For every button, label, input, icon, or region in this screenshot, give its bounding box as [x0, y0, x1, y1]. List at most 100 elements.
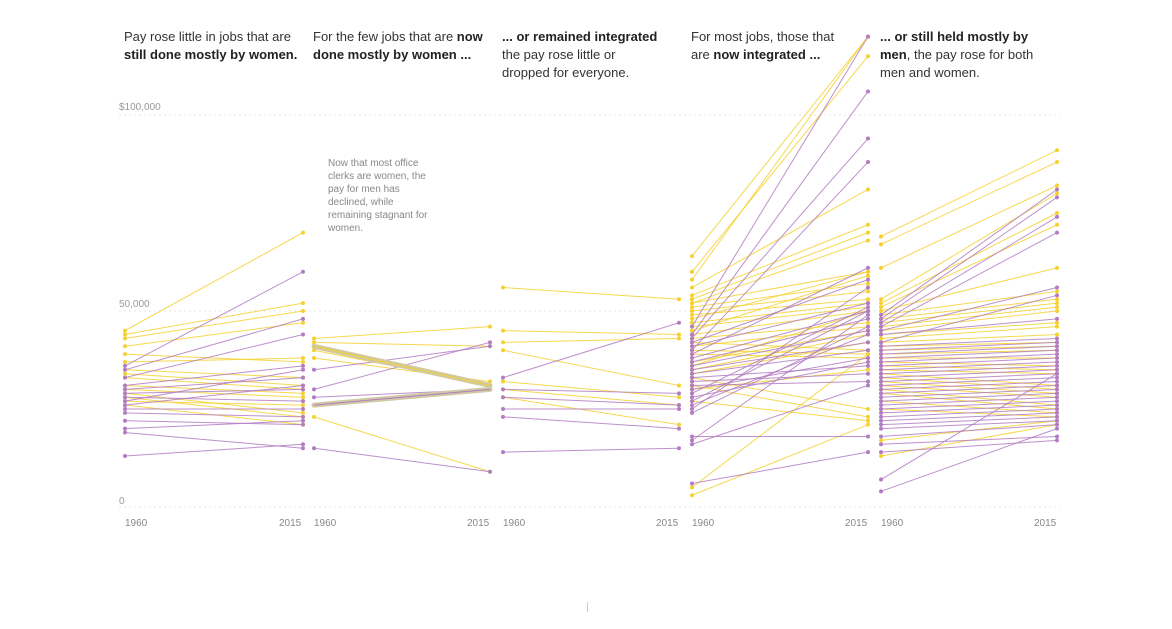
men-point-2015-p2-3 [488, 469, 492, 474]
men-point-1960-p4-14 [690, 383, 694, 388]
men-point-1960-p4-2 [690, 336, 694, 341]
men-point-2015-p4-3 [866, 277, 870, 282]
men-line-p4-25 [691, 451, 869, 484]
women-point-1960-p1-0 [123, 328, 127, 333]
women-line-p3-5 [502, 388, 680, 406]
men-line-p1-14 [124, 443, 304, 457]
women-point-2015-p4-11 [866, 269, 870, 274]
men-point-1960-p5-20 [879, 395, 883, 400]
men-line-p5-32 [880, 373, 1058, 481]
men-line-p5-29 [880, 424, 1058, 437]
men-point-1960-p1-4 [123, 387, 127, 392]
men-point-1960-p3-2 [501, 395, 505, 400]
women-point-2015-p5-2 [1055, 183, 1059, 188]
men-point-1960-p4-16 [690, 391, 694, 396]
men-point-1960-p4-17 [690, 395, 694, 400]
men-point-2015-p4-11 [866, 348, 870, 353]
men-point-2015-p5-0 [1055, 187, 1059, 192]
women-point-1960-p3-1 [501, 328, 505, 333]
women-point-2015-p3-4 [677, 395, 681, 400]
men-point-2015-p4-22 [866, 434, 870, 439]
women-point-2015-p1-11 [301, 410, 305, 415]
men-point-1960-p4-18 [690, 399, 694, 404]
men-line-p5-1 [880, 196, 1058, 320]
women-point-1960-p1-1 [123, 332, 127, 337]
men-line-p1-0 [124, 271, 304, 367]
men-point-1960-p5-26 [879, 418, 883, 423]
men-point-2015-p4-4 [866, 301, 870, 306]
men-point-1960-p2-1 [312, 387, 316, 392]
women-point-2015-p3-6 [677, 422, 681, 427]
women-point-1960-p2-4 [312, 414, 316, 419]
men-line-p5-4 [880, 286, 1058, 332]
men-line-p4-11 [691, 349, 869, 375]
women-line-p1-7 [124, 373, 304, 386]
women-line-p2-4 [313, 416, 491, 473]
women-line-p3-3 [502, 349, 680, 386]
women-point-2015-p5-12 [1055, 320, 1059, 325]
women-line-p5-5 [880, 224, 1058, 308]
men-line-p5-9 [880, 345, 1058, 355]
women-line-p1-10 [124, 388, 304, 398]
men-point-2015-p1-10 [301, 414, 305, 419]
women-point-1960-p2-1 [312, 340, 316, 345]
women-point-2015-p5-6 [1055, 265, 1059, 270]
women-point-1960-p3-3 [501, 348, 505, 353]
women-line-p5-0 [880, 149, 1058, 238]
x-tick-1960-p2: 1960 [314, 518, 337, 529]
men-point-1960-p1-1 [123, 367, 127, 372]
men-point-2015-p4-8 [866, 316, 870, 321]
women-line-p5-2 [880, 185, 1058, 269]
women-point-1960-p4-0 [690, 254, 694, 259]
women-line-p5-17 [880, 349, 1058, 355]
men-point-1960-p5-12 [879, 363, 883, 368]
women-point-1960-p4-2 [690, 277, 694, 282]
women-point-1960-p4-4 [690, 293, 694, 298]
x-tick-2015-p3: 2015 [656, 518, 679, 529]
men-point-2015-p5-17 [1055, 375, 1059, 380]
men-line-p3-4 [502, 416, 680, 430]
women-point-1960-p5-4 [879, 301, 883, 306]
men-point-1960-p4-10 [690, 367, 694, 372]
women-point-2015-p1-1 [301, 301, 305, 306]
men-point-2015-p4-2 [866, 136, 870, 141]
x-tick-2015-p4: 2015 [845, 518, 868, 529]
men-point-2015-p1-13 [301, 446, 305, 451]
men-point-2015-p1-5 [301, 387, 305, 392]
women-line-p5-11 [880, 310, 1058, 332]
men-point-1960-p1-10 [123, 410, 127, 415]
women-point-2015-p4-26 [866, 414, 870, 419]
men-point-1960-p4-5 [690, 348, 694, 353]
women-point-2015-p5-0 [1055, 148, 1059, 153]
men-point-1960-p5-13 [879, 367, 883, 372]
women-line-p4-18 [691, 326, 869, 347]
women-line-p4-26 [691, 384, 869, 418]
women-line-p3-4 [502, 381, 680, 398]
women-point-1960-p5-13 [879, 336, 883, 341]
men-point-1960-p5-32 [879, 477, 883, 482]
men-line-p5-11 [880, 353, 1058, 363]
men-line-p4-20 [691, 286, 869, 410]
men-point-1960-p1-0 [123, 363, 127, 368]
women-line-p5-21 [880, 369, 1058, 375]
men-point-1960-p5-21 [879, 399, 883, 404]
women-point-2015-p5-3 [1055, 191, 1059, 196]
women-point-1960-p5-31 [879, 454, 883, 459]
men-point-1960-p4-6 [690, 352, 694, 357]
men-line-p3-1 [502, 388, 680, 394]
men-point-1960-p4-21 [690, 410, 694, 415]
panel-title-4: For most jobs, those that are now integr… [691, 29, 835, 62]
men-point-1960-p2-3 [312, 446, 316, 451]
women-point-2015-p1-5 [301, 356, 305, 361]
women-point-2015-p4-25 [866, 407, 870, 411]
women-line-p4-22 [691, 310, 869, 367]
women-point-2015-p4-5 [866, 230, 870, 235]
women-line-p5-25 [880, 384, 1058, 398]
men-point-1960-p5-17 [879, 383, 883, 388]
women-point-2015-p4-14 [866, 273, 870, 278]
men-point-2015-p5-20 [1055, 387, 1059, 392]
women-line-p5-9 [880, 302, 1058, 324]
panel-title-1: Pay rose little in jobs that are still d… [124, 29, 298, 62]
men-point-1960-p4-23 [690, 438, 694, 443]
men-point-1960-p5-14 [879, 371, 883, 376]
